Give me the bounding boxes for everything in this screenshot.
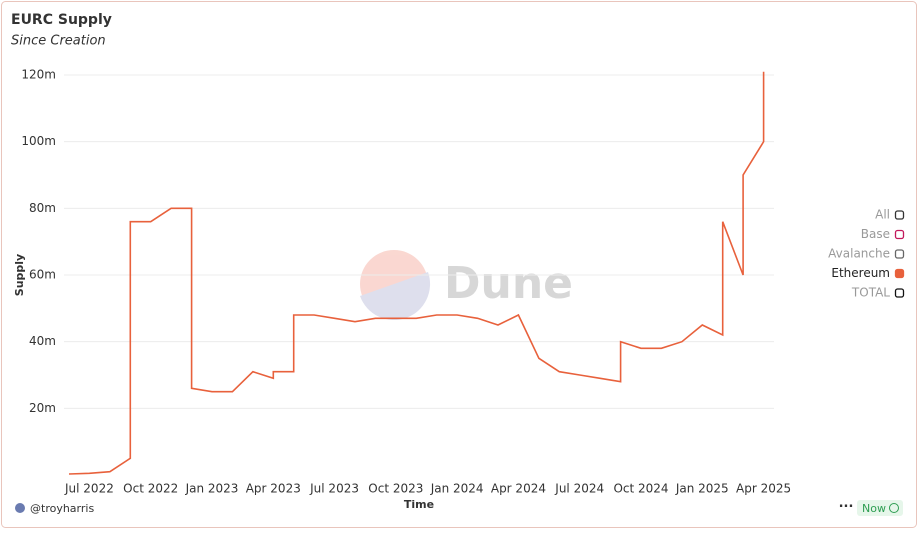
legend-label: TOTAL [851, 286, 890, 300]
chart-subtitle: Since Creation [11, 34, 106, 49]
legend-label: Base [861, 227, 890, 241]
x-tick-label: Jul 2023 [309, 482, 359, 496]
chart-title: EURC Supply [11, 12, 112, 28]
x-tick-label: Jan 2025 [675, 482, 729, 496]
y-tick-label: 40m [29, 334, 56, 348]
y-tick-label: 120m [21, 68, 56, 82]
x-tick-label: Oct 2024 [613, 482, 668, 496]
watermark-logo-part [360, 272, 431, 321]
author-avatar [15, 503, 25, 513]
x-tick-label: Jan 2023 [185, 482, 239, 496]
data-line [68, 71, 765, 475]
menu-button[interactable]: ··· [839, 500, 854, 515]
legend-toggle[interactable] [894, 249, 905, 259]
author[interactable]: @troyharris [30, 502, 94, 515]
x-tick-label: Jul 2024 [554, 482, 604, 496]
y-tick-label: 80m [29, 201, 56, 215]
x-tick-label: Apr 2024 [491, 482, 546, 496]
watermark-text: Dune [444, 258, 573, 309]
y-tick-label: 20m [29, 401, 56, 415]
legend-toggle[interactable] [894, 268, 905, 279]
legend-toggle[interactable] [894, 210, 905, 220]
legend-label: Avalanche [828, 247, 890, 261]
x-tick-label: Apr 2025 [736, 482, 791, 496]
x-tick-label: Oct 2023 [368, 482, 423, 496]
status-text: Now [862, 502, 886, 515]
y-axis-label: Supply [13, 254, 26, 296]
status-icon [889, 503, 899, 513]
legend-toggle[interactable] [894, 229, 905, 240]
legend-toggle[interactable] [894, 288, 905, 298]
x-tick-label: Jul 2022 [64, 482, 114, 496]
legend-label: All [875, 208, 890, 222]
x-tick-label: Jan 2024 [430, 482, 484, 496]
x-tick-label: Oct 2022 [123, 482, 178, 496]
y-tick-label: 100m [21, 134, 56, 148]
x-axis-label: Time [404, 498, 434, 511]
x-tick-label: Apr 2023 [246, 482, 301, 496]
plot [64, 71, 774, 475]
watermark: Dune [360, 250, 573, 321]
legend-label: Ethereum [831, 266, 890, 280]
y-tick-label: 60m [29, 268, 56, 282]
